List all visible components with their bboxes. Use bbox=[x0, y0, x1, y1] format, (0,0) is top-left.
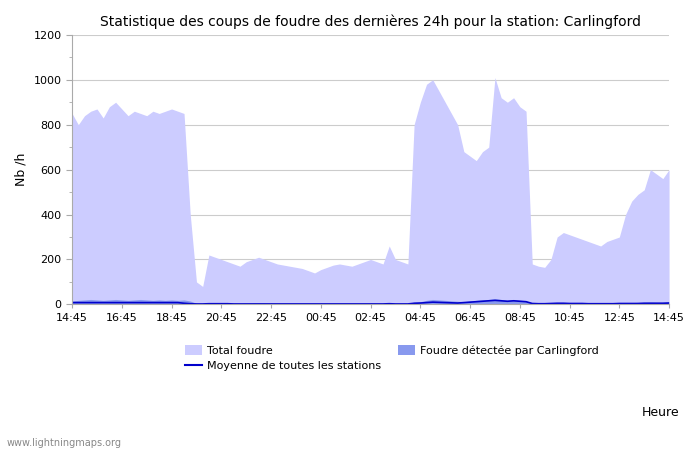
Text: Heure: Heure bbox=[641, 405, 679, 418]
Title: Statistique des coups de foudre des dernières 24h pour la station: Carlingford: Statistique des coups de foudre des dern… bbox=[100, 15, 641, 30]
Y-axis label: Nb /h: Nb /h bbox=[15, 153, 28, 186]
Text: www.lightningmaps.org: www.lightningmaps.org bbox=[7, 438, 122, 448]
Legend: Total foudre, Moyenne de toutes les stations, Foudre détectée par Carlingford: Total foudre, Moyenne de toutes les stat… bbox=[185, 345, 599, 371]
